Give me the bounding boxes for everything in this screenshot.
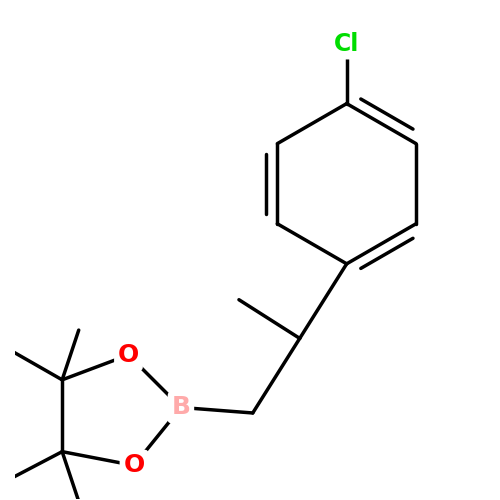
Text: Cl: Cl xyxy=(334,32,359,56)
Text: B: B xyxy=(172,396,190,419)
Text: O: O xyxy=(124,454,144,477)
Text: O: O xyxy=(118,343,139,367)
